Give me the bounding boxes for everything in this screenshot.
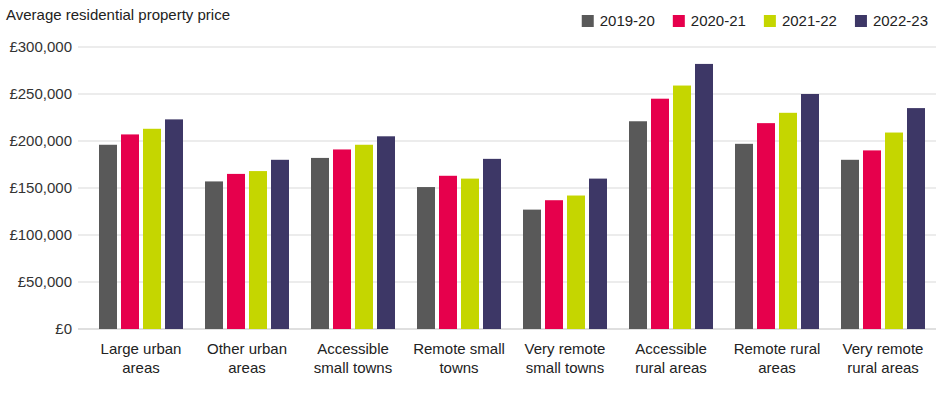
x-tick-label-line: towns bbox=[439, 359, 478, 376]
bar bbox=[907, 108, 925, 329]
chart-svg: £0 £50,000 £100,000 £150,000 £200,000 £250,00… bbox=[0, 0, 940, 411]
bar bbox=[651, 99, 669, 329]
x-tick-label-line: Other urban bbox=[207, 340, 287, 357]
bar bbox=[523, 210, 541, 329]
x-tick-label-line: Accessible bbox=[317, 340, 389, 357]
bar bbox=[227, 174, 245, 329]
legend-label: 2021-22 bbox=[782, 12, 837, 29]
x-tick-label-line: Very remote bbox=[525, 340, 606, 357]
x-tick-label-line: small towns bbox=[314, 359, 392, 376]
x-tick-label: Remote small towns bbox=[413, 340, 505, 376]
x-tick-label: Large urban areas bbox=[101, 340, 182, 376]
bar bbox=[779, 113, 797, 329]
y-tick-label: £50,000 bbox=[18, 273, 72, 290]
legend-swatch bbox=[855, 15, 867, 27]
bar bbox=[885, 133, 903, 329]
legend-label: 2020-21 bbox=[691, 12, 746, 29]
bar bbox=[673, 86, 691, 329]
y-axis-label: Average residential property price bbox=[6, 6, 230, 23]
x-tick-label-line: areas bbox=[228, 359, 266, 376]
bar bbox=[801, 94, 819, 329]
x-tick-label: Very remote rural areas bbox=[843, 340, 924, 376]
x-tick-label-line: rural areas bbox=[635, 359, 707, 376]
x-tick-label-line: Remote rural bbox=[734, 340, 821, 357]
bar bbox=[483, 159, 501, 329]
y-tick-label: £150,000 bbox=[9, 179, 72, 196]
x-tick-label-line: Large urban bbox=[101, 340, 182, 357]
bar bbox=[377, 136, 395, 329]
y-tick-label: £0 bbox=[55, 320, 72, 337]
bar bbox=[545, 200, 563, 329]
legend-label: 2022-23 bbox=[873, 12, 928, 29]
bar bbox=[271, 160, 289, 329]
legend-swatch bbox=[673, 15, 685, 27]
x-tick-label: Remote rural areas bbox=[734, 340, 821, 376]
bar bbox=[143, 129, 161, 329]
bars bbox=[99, 64, 925, 329]
legend-item: 2019-20 bbox=[582, 12, 655, 29]
x-tick-label: Very remote small towns bbox=[525, 340, 606, 376]
legend-swatch bbox=[582, 15, 594, 27]
bar bbox=[439, 176, 457, 329]
bar bbox=[333, 149, 351, 329]
bar bbox=[695, 64, 713, 329]
bar bbox=[757, 123, 775, 329]
bar bbox=[205, 181, 223, 329]
bar bbox=[735, 144, 753, 329]
x-tick-label: Accessible rural areas bbox=[635, 340, 707, 376]
x-tick-label-line: Very remote bbox=[843, 340, 924, 357]
y-tick-label: £300,000 bbox=[9, 38, 72, 55]
x-tick-label-line: Accessible bbox=[635, 340, 707, 357]
x-tick-label: Accessible small towns bbox=[314, 340, 392, 376]
legend-item: 2022-23 bbox=[855, 12, 928, 29]
legend-item: 2021-22 bbox=[764, 12, 837, 29]
x-tick-label-line: small towns bbox=[526, 359, 604, 376]
y-tick-label: £200,000 bbox=[9, 132, 72, 149]
bar bbox=[589, 179, 607, 329]
bar bbox=[311, 158, 329, 329]
chart-container: £0 £50,000 £100,000 £150,000 £200,000 £250,00… bbox=[0, 0, 940, 411]
legend: 2019-20 2020-21 2021-22 2022-23 bbox=[582, 12, 928, 29]
bar bbox=[249, 171, 267, 329]
bar bbox=[355, 145, 373, 329]
bar bbox=[99, 145, 117, 329]
grid-line bbox=[78, 47, 936, 48]
x-tick-label-line: areas bbox=[122, 359, 160, 376]
bar bbox=[417, 187, 435, 329]
x-tick-label: Other urban areas bbox=[207, 340, 287, 376]
bar bbox=[461, 179, 479, 329]
legend-swatch bbox=[764, 15, 776, 27]
y-tick-label: £250,000 bbox=[9, 85, 72, 102]
x-tick-label-line: rural areas bbox=[847, 359, 919, 376]
bar bbox=[841, 160, 859, 329]
x-tick-label-line: Remote small bbox=[413, 340, 505, 357]
bar bbox=[629, 121, 647, 329]
legend-item: 2020-21 bbox=[673, 12, 746, 29]
grid bbox=[78, 47, 936, 329]
bar bbox=[121, 134, 139, 329]
bar bbox=[863, 150, 881, 329]
bar bbox=[567, 196, 585, 329]
bar bbox=[165, 119, 183, 329]
y-tick-label: £100,000 bbox=[9, 226, 72, 243]
x-tick-label-line: areas bbox=[758, 359, 796, 376]
legend-label: 2019-20 bbox=[600, 12, 655, 29]
